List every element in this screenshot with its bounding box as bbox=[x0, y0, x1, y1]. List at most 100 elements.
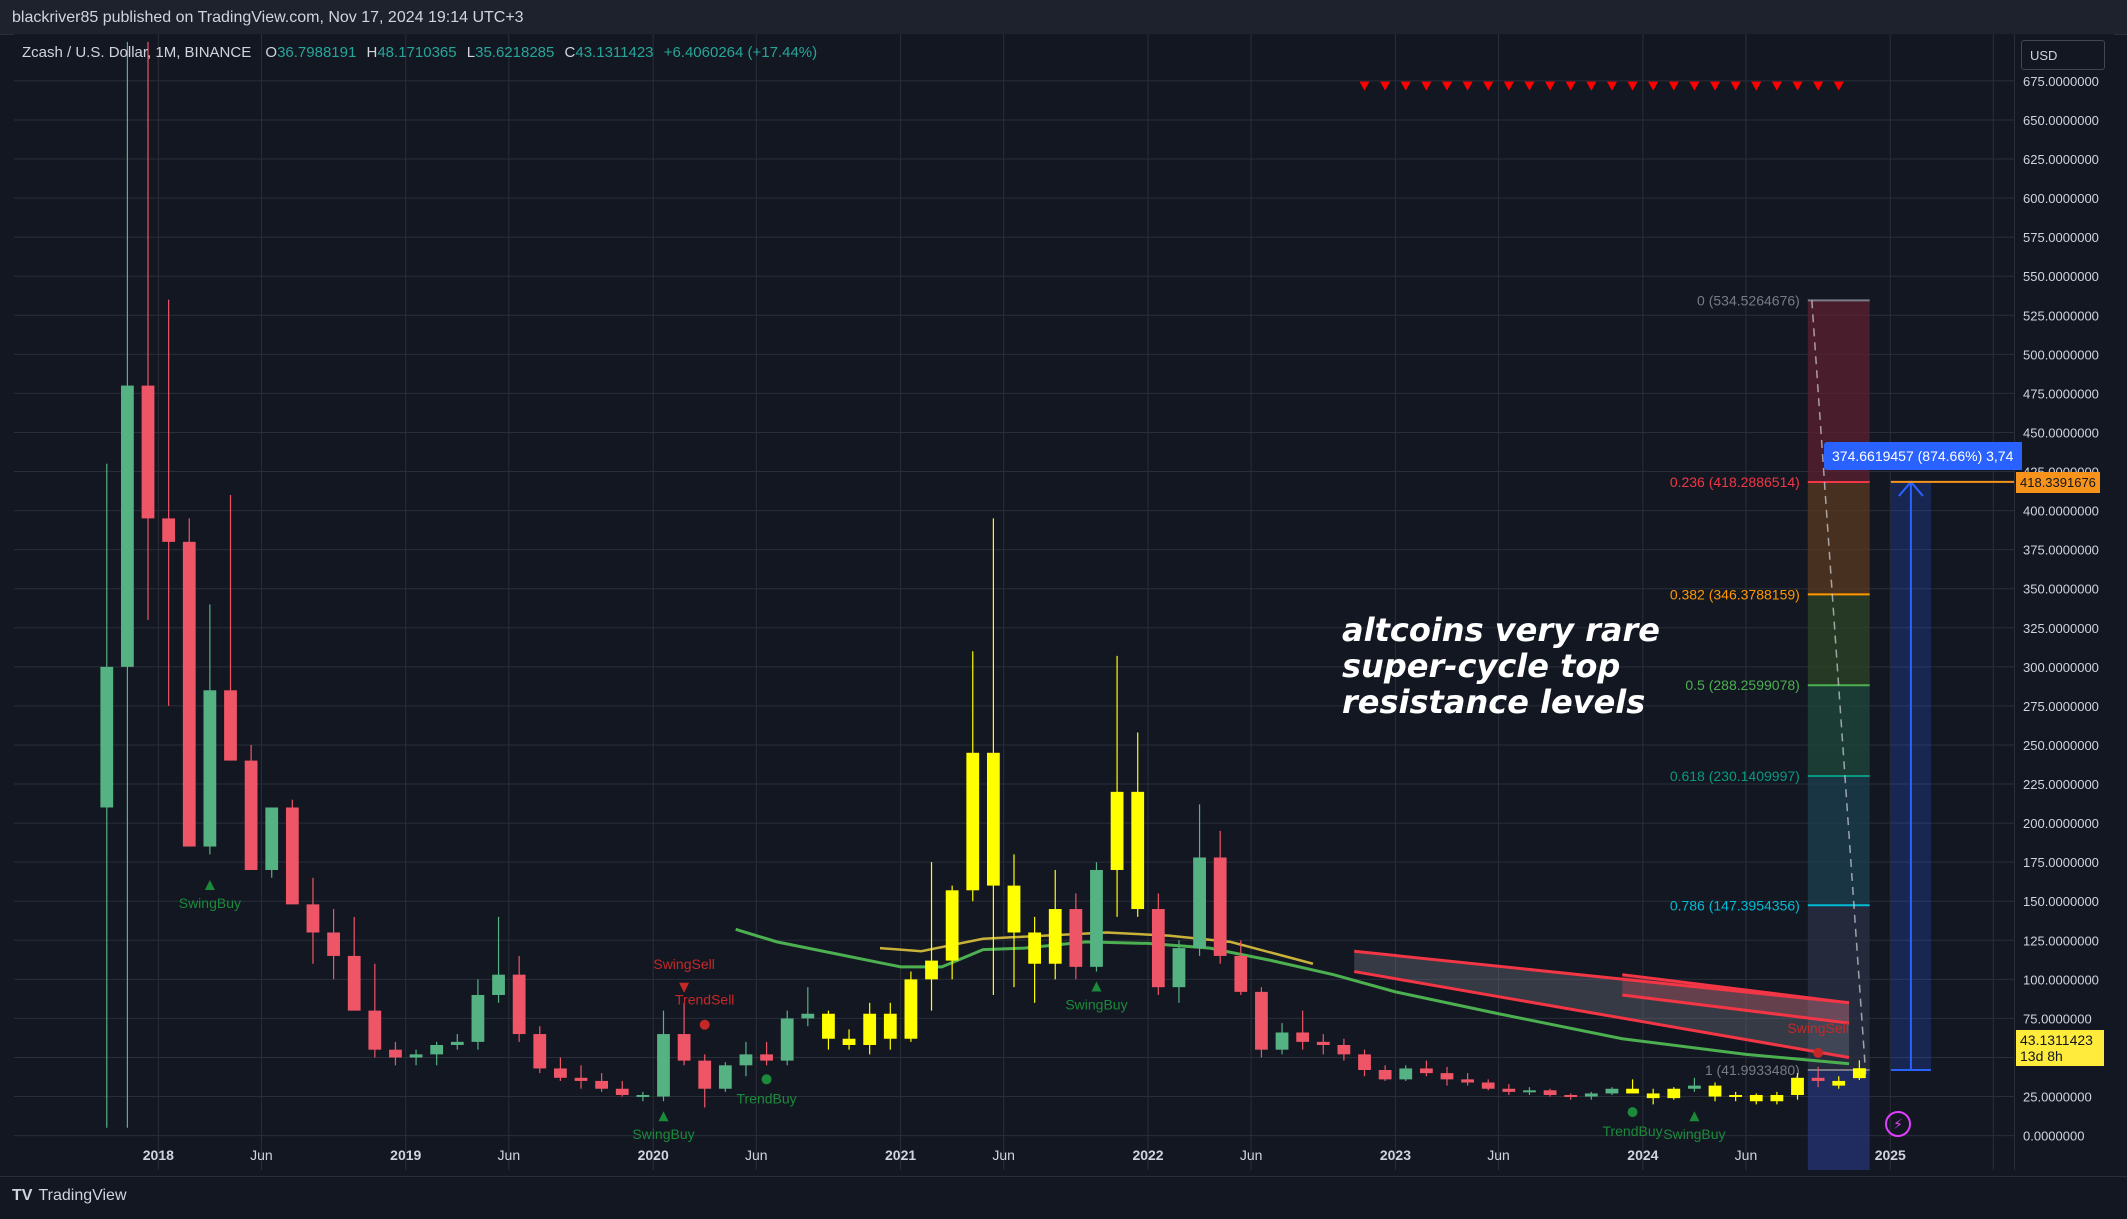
fib-price-flag: 418.3391676 bbox=[2016, 472, 2100, 493]
candle bbox=[1378, 1069, 1392, 1080]
fib-zone-band bbox=[1807, 685, 1870, 777]
open-value: 36.7988191 bbox=[277, 44, 357, 61]
price-tick-label: 375.0000000 bbox=[2023, 543, 2099, 558]
candle bbox=[1564, 1094, 1578, 1097]
signal-label: SwingBuy bbox=[1065, 997, 1127, 1013]
candle bbox=[1275, 1032, 1289, 1050]
channel-lower-line bbox=[1353, 970, 1850, 1059]
channel-inner-lower-line bbox=[1622, 993, 1850, 1025]
price-tick-label: 525.0000000 bbox=[2023, 308, 2099, 323]
trend-sell-marker bbox=[699, 1019, 710, 1030]
time-tick-label: 2020 bbox=[638, 1147, 669, 1163]
candle bbox=[1440, 1073, 1454, 1080]
time-tick-label: Jun bbox=[1487, 1147, 1510, 1163]
trend-buy-marker bbox=[761, 1074, 772, 1085]
publish-info: blackriver85 published on TradingView.co… bbox=[12, 9, 524, 26]
lightning-alert-icon[interactable]: ⚡ bbox=[1885, 1111, 1911, 1137]
signal-triangle-marker bbox=[1792, 81, 1803, 91]
candle bbox=[1584, 1093, 1598, 1097]
signal-triangle-marker bbox=[1545, 81, 1556, 91]
price-axis[interactable]: USD 675.0000000 650.0000000 625.0000000 600… bbox=[2014, 34, 2114, 1170]
candle bbox=[883, 1013, 897, 1039]
fib-trend-line bbox=[1811, 300, 1867, 1075]
signal-triangle-marker bbox=[1730, 81, 1741, 91]
price-tick-label: 200.0000000 bbox=[2023, 816, 2099, 831]
close-label: C bbox=[564, 44, 576, 61]
signal-triangle-marker bbox=[1524, 81, 1535, 91]
candle bbox=[739, 1054, 753, 1066]
candle bbox=[1852, 1068, 1866, 1079]
candle bbox=[285, 807, 299, 905]
low-value: 35.6218285 bbox=[475, 44, 555, 61]
channel-upper-line bbox=[1354, 949, 1850, 1005]
signal-label: SwingSell bbox=[1787, 1020, 1848, 1036]
high-label: H bbox=[366, 44, 378, 61]
price-tick-label: 300.0000000 bbox=[2023, 660, 2099, 675]
signal-triangle-marker bbox=[1668, 81, 1679, 91]
time-tick-label: Jun bbox=[250, 1147, 273, 1163]
candle bbox=[1048, 909, 1062, 964]
swing-sell-marker bbox=[679, 982, 690, 993]
fib-level-label: 0.618 (230.1409997) bbox=[1670, 768, 1800, 784]
candle bbox=[1296, 1032, 1310, 1042]
fib-level-label: 1 (41.9933480) bbox=[1705, 1062, 1800, 1078]
signal-triangle-marker bbox=[1421, 81, 1432, 91]
swing-buy-marker bbox=[204, 879, 215, 890]
current-price: 43.1311423 bbox=[2020, 1032, 2093, 1048]
candle bbox=[512, 974, 526, 1035]
chart-area[interactable]: 0 (534.5264676) 0.236 (418.2886514) 0.382 … bbox=[14, 34, 2014, 1170]
candle bbox=[1749, 1094, 1763, 1102]
price-axis-labels: 675.0000000 650.0000000 625.0000000 600.000… bbox=[2023, 74, 2099, 1144]
price-tick-label: 100.0000000 bbox=[2023, 972, 2099, 987]
signal-triangle-marker bbox=[1751, 81, 1762, 91]
brand-label: TradingView bbox=[38, 1187, 127, 1204]
price-tick-label: 600.0000000 bbox=[2023, 191, 2099, 206]
candle bbox=[121, 385, 134, 667]
candle bbox=[389, 1049, 402, 1058]
fib-level-label: 0.382 (346.3788159) bbox=[1670, 586, 1800, 602]
candle bbox=[430, 1044, 444, 1055]
signal-triangle-marker bbox=[1359, 81, 1370, 91]
signal-triangle-marker bbox=[1771, 81, 1782, 91]
symbol-title[interactable]: Zcash / U.S. Dollar, 1M, BINANCE bbox=[22, 44, 252, 61]
candle bbox=[1811, 1077, 1825, 1081]
signal-label: SwingSell bbox=[653, 956, 714, 972]
candle bbox=[1708, 1085, 1722, 1097]
signal-triangle-marker bbox=[1565, 81, 1576, 91]
low-label: L bbox=[466, 44, 476, 61]
fib-level-label: 0.5 (288.2599078) bbox=[1685, 677, 1799, 693]
candle bbox=[1337, 1044, 1351, 1055]
fib-zone-band bbox=[1807, 776, 1870, 906]
chart-canvas[interactable]: 0 (534.5264676) 0.236 (418.2886514) 0.382 … bbox=[14, 34, 2014, 1170]
candle bbox=[1481, 1082, 1495, 1089]
candle bbox=[1646, 1093, 1660, 1099]
candle bbox=[244, 760, 258, 870]
candle bbox=[677, 1034, 691, 1061]
candle bbox=[554, 1068, 567, 1078]
time-tick-label: Jun bbox=[498, 1147, 521, 1163]
trend-buy-marker bbox=[1627, 1107, 1638, 1118]
candle bbox=[1461, 1079, 1474, 1083]
candle bbox=[141, 385, 155, 519]
currency-button[interactable]: USD bbox=[2021, 40, 2105, 70]
time-axis[interactable]: 2018 Jun 2019 Jun 2020 Jun 2021 Jun 2022 Jun 2023 J… bbox=[14, 1140, 2014, 1170]
swing-buy-marker bbox=[658, 1111, 669, 1122]
candle bbox=[1667, 1088, 1681, 1099]
annotation-text[interactable]: altcoins very rare super-cycle top resis… bbox=[1342, 611, 1660, 721]
signal-triangle-marker bbox=[1833, 81, 1844, 91]
signal-triangle-marker bbox=[1462, 81, 1473, 91]
tradingview-logo[interactable]: TV TradingView bbox=[12, 1187, 127, 1205]
price-tick-label: 225.0000000 bbox=[2023, 777, 2099, 792]
fib-zone-band bbox=[1807, 594, 1870, 686]
candle bbox=[1688, 1085, 1701, 1089]
candle bbox=[1028, 932, 1042, 964]
price-tick-label: 125.0000000 bbox=[2023, 933, 2099, 948]
candle bbox=[925, 960, 938, 980]
bar-countdown: 13d 8h bbox=[2020, 1048, 2063, 1064]
price-tick-label: 250.0000000 bbox=[2023, 738, 2099, 753]
candle bbox=[327, 932, 340, 956]
tradingview-logo-icon: TV bbox=[12, 1187, 33, 1204]
candle bbox=[1523, 1090, 1536, 1093]
channel-inner-fill bbox=[1622, 974, 1850, 1024]
candle bbox=[224, 690, 237, 761]
